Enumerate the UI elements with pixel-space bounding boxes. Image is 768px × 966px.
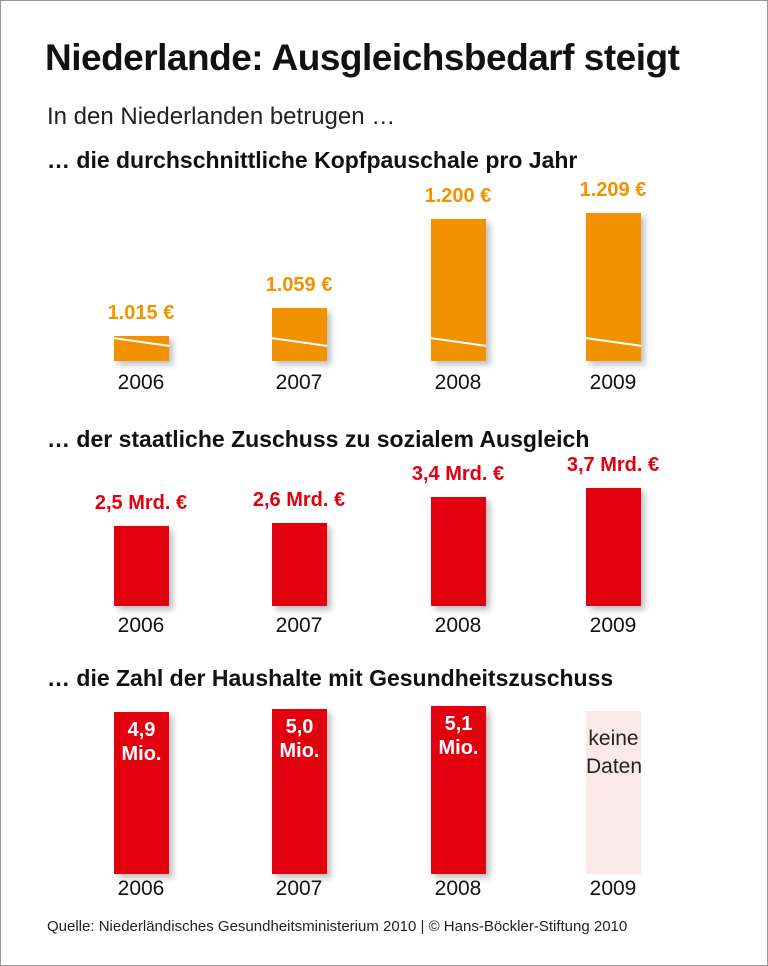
page-title: Niederlande: Ausgleichsbedarf steigt (45, 37, 680, 78)
bar-1-2007 (272, 522, 327, 606)
year-label: 2008 (434, 877, 482, 900)
chart-2-title: … der staatliche Zuschuss zu sozialem Au… (47, 426, 590, 452)
bar-2-2009: keine Daten (586, 711, 643, 874)
bar-1-2006 (114, 526, 169, 606)
year-label: 2007 (275, 877, 323, 900)
bar-0-2008 (431, 219, 486, 361)
value-label: 3,4 Mrd. € (411, 463, 505, 486)
bar-1-2008 (431, 497, 486, 606)
value-label: 5,0 Mio. (279, 716, 320, 762)
year-label: 2007 (275, 614, 323, 637)
axis-break-mark (114, 337, 169, 347)
axis-break-mark (586, 337, 641, 347)
year-label: 2006 (117, 877, 165, 900)
year-label: 2009 (589, 877, 637, 900)
bar-2-2008: 5,1 Mio. (431, 705, 486, 874)
chart-1-title: … die durchschnittliche Kopfpauschale pr… (47, 147, 578, 173)
bar-0-2009 (586, 213, 641, 361)
year-label: 2006 (117, 371, 165, 394)
bar-0-2007 (272, 308, 327, 361)
value-label: 2,6 Mrd. € (252, 488, 346, 511)
intro-text: In den Niederlanden betrugen … (47, 103, 396, 130)
value-label: 1.200 € (424, 185, 492, 208)
value-label: 1.059 € (265, 274, 333, 296)
value-label: 1.209 € (579, 179, 647, 202)
bar-2-2007: 5,0 Mio. (272, 709, 327, 874)
value-label: 1.015 € (107, 301, 175, 324)
year-label: 2009 (589, 371, 637, 394)
year-label: 2007 (275, 371, 323, 394)
year-label: 2006 (117, 614, 165, 637)
year-label: 2009 (589, 614, 637, 637)
axis-break-mark (431, 337, 486, 347)
chart-3-title: … die Zahl der Haushalte mit Gesundheits… (47, 665, 614, 691)
value-label: keine Daten (586, 727, 643, 778)
bar-0-2006 (114, 335, 169, 361)
bar-1-2009 (586, 487, 641, 606)
axis-break-mark (272, 337, 327, 347)
value-label: 2,5 Mrd. € (94, 492, 188, 514)
bar-2-2006: 4,9 Mio. (114, 712, 169, 874)
value-label: 4,9 Mio. (121, 719, 162, 766)
source-note: Quelle: Niederländisches Gesundheitsmini… (47, 918, 628, 935)
value-label: 3,7 Mrd. € (566, 453, 660, 476)
year-label: 2008 (434, 371, 482, 394)
value-label: 5,1 Mio. (438, 712, 479, 759)
year-label: 2008 (434, 614, 482, 637)
